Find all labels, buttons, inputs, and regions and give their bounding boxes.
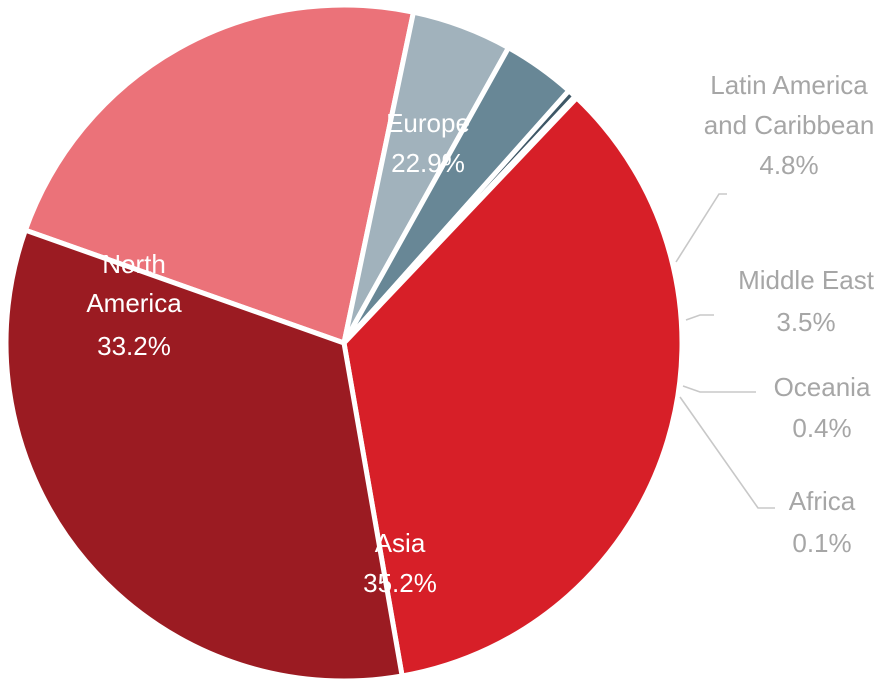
- slice-labels: Europe 22.9% Latin America and Caribbean 4.8…: [86, 70, 874, 598]
- slice-label-africa: Africa 0.1%: [789, 486, 856, 558]
- slice-name-label: America: [86, 288, 182, 318]
- slice-label-asia: Asia 35.2%: [363, 528, 437, 598]
- slice-name-label: Middle East: [738, 265, 875, 295]
- slice-value-label: 33.2%: [97, 331, 171, 361]
- slice-value-label: 4.8%: [759, 150, 818, 180]
- slice-name-label: Asia: [375, 528, 426, 558]
- slice-name-label: Oceania: [774, 372, 871, 402]
- slice-value-label: 0.4%: [792, 413, 851, 443]
- slice-label-latin-america-and-caribbean: Latin America and Caribbean 4.8%: [704, 70, 875, 180]
- slice-name-label: Latin America: [710, 70, 868, 100]
- leader-line-africa: [679, 396, 775, 509]
- leader-line-middle-east: [685, 314, 714, 321]
- slice-label-north-america: North America 33.2%: [86, 249, 182, 361]
- leader-lines: [675, 193, 775, 509]
- pie-slice-asia: [341, 94, 685, 679]
- slice-value-label: 3.5%: [776, 307, 835, 337]
- pie-slice-north-america: [3, 226, 406, 684]
- slice-label-oceania: Oceania 0.4%: [774, 372, 871, 443]
- leader-line-oceania: [682, 385, 756, 393]
- slice-label-middle-east: Middle East 3.5%: [738, 265, 875, 337]
- slice-name-label: Europe: [386, 108, 470, 138]
- slice-value-label: 22.9%: [391, 148, 465, 178]
- slice-name-label: North: [102, 249, 166, 279]
- pie-slices: [3, 2, 685, 684]
- slice-value-label: 0.1%: [792, 528, 851, 558]
- slice-name-label: Africa: [789, 486, 856, 516]
- slice-label-europe: Europe 22.9%: [386, 108, 470, 178]
- slice-value-label: 35.2%: [363, 568, 437, 598]
- leader-line-latin-america-and-caribbean: [675, 193, 727, 263]
- pie-slice-europe: [22, 2, 417, 347]
- slice-name-label: and Caribbean: [704, 110, 875, 140]
